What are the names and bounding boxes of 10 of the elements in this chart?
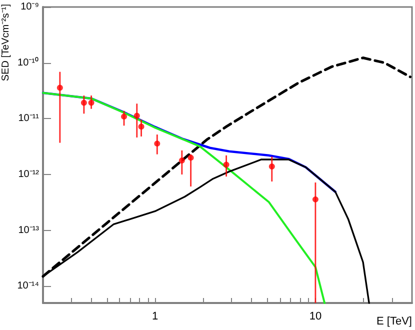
- x-tick-label: 1: [152, 310, 158, 322]
- y-tick-label: 10⁻¹³: [18, 224, 40, 236]
- y-tick-label: 10⁻⁹: [20, 2, 39, 12]
- y-tick-label: 10⁻¹⁰: [18, 56, 39, 68]
- y-tick-label: 10⁻¹¹: [18, 113, 40, 124]
- x-axis-title: E [TeV]: [376, 316, 412, 328]
- y-tick-label: 10⁻¹²: [18, 169, 40, 180]
- x-tick-label: 10: [309, 310, 322, 322]
- y-tick-label: 10⁻¹⁴: [17, 280, 39, 292]
- y-axis-title: SED [TeVcm⁻²s⁻¹]: [0, 4, 12, 82]
